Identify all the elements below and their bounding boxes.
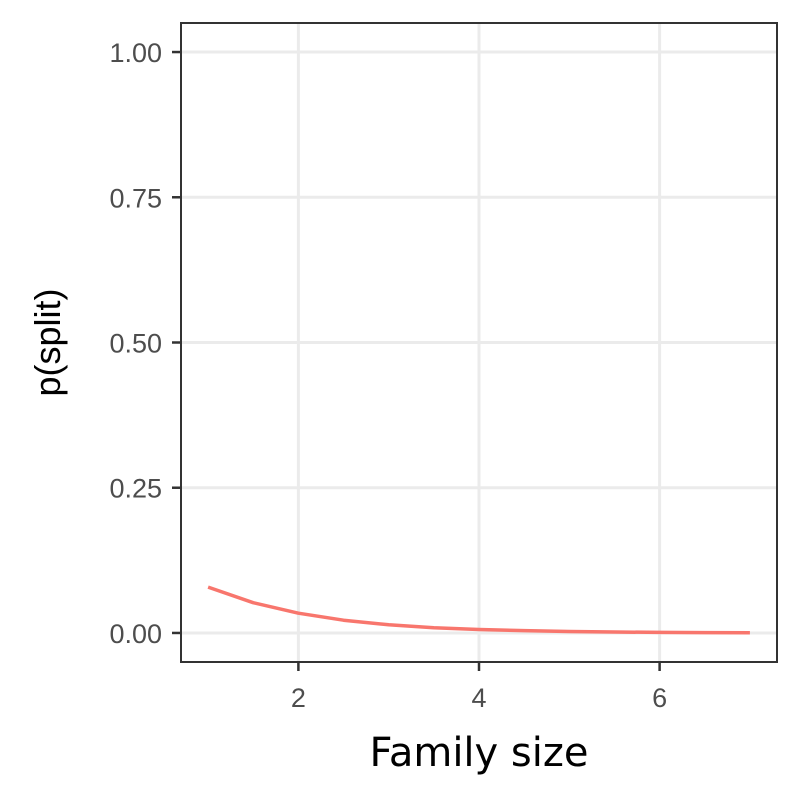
y-tick-label: 1.00: [109, 38, 162, 68]
series-layer: [207, 585, 750, 635]
y-tick-label: 0.75: [109, 183, 162, 213]
x-axis: 2 4 6: [291, 662, 667, 713]
y-axis: 0.00 0.25 0.50 0.75 1.00: [109, 38, 181, 649]
y-tick-label: 0.50: [109, 329, 162, 359]
y-axis-title: p(split): [27, 288, 68, 396]
series-line: [207, 585, 750, 635]
y-tick-label: 0.25: [109, 474, 162, 504]
x-tick-label: 4: [471, 683, 486, 713]
x-tick-label: 6: [652, 683, 667, 713]
y-tick-label: 0.00: [109, 619, 162, 649]
grid-lines: [181, 23, 777, 662]
x-tick-label: 2: [291, 683, 306, 713]
x-axis-title: Family size: [370, 730, 589, 776]
